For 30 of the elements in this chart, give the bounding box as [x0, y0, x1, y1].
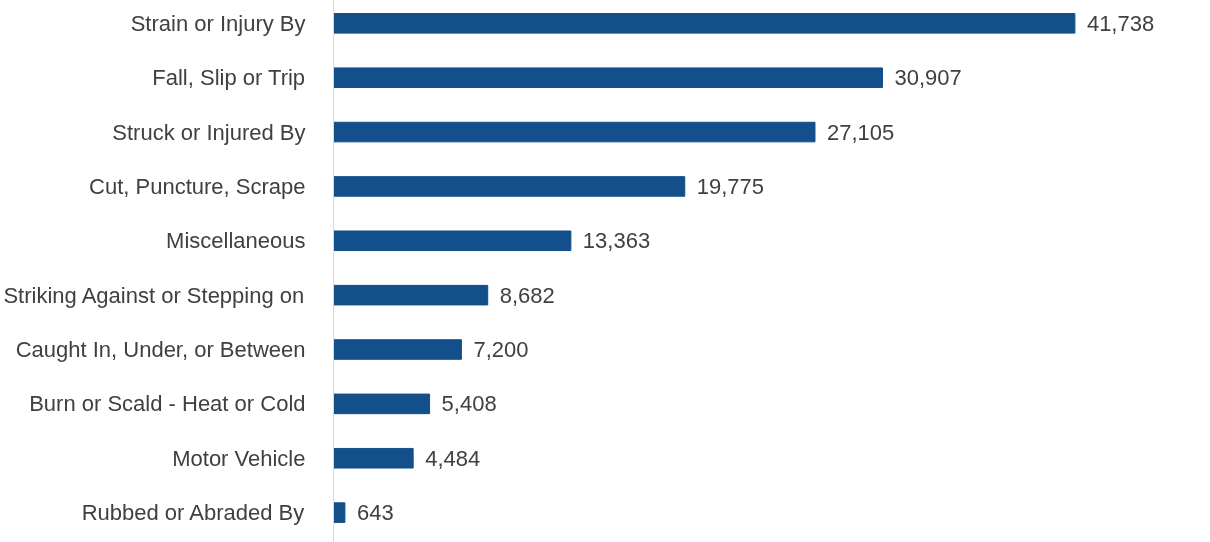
y-tick-label: Miscellaneous: [166, 228, 306, 254]
y-tick-label: Motor Vehicle: [172, 445, 306, 471]
bar: [333, 447, 414, 469]
bar: [333, 230, 572, 252]
y-tick-label: Caught In, Under, or Between: [15, 337, 306, 363]
data-label: 13,363: [582, 228, 651, 254]
data-label: 7,200: [473, 337, 529, 363]
bar: [333, 339, 462, 360]
bar: [333, 13, 1076, 34]
bar: [333, 502, 346, 523]
y-tick-label: Cut, Puncture, Scrape: [89, 173, 306, 199]
y-tick-label: Burn or Scald - Heat or Cold: [29, 391, 306, 417]
bar: [333, 67, 884, 88]
bar: [333, 176, 686, 197]
data-label: 30,907: [894, 65, 962, 91]
data-label: 41,738: [1086, 10, 1155, 36]
data-label: 643: [356, 500, 394, 526]
y-tick-label: Striking Against or Stepping on: [3, 282, 305, 308]
bar: [333, 284, 489, 306]
y-tick-label: Rubbed or Abraded By: [81, 500, 305, 526]
y-tick-label: Fall, Slip or Trip: [152, 65, 306, 91]
data-label: 27,105: [826, 119, 895, 145]
data-label: 8,682: [499, 282, 555, 308]
y-tick-label: Struck or Injured By: [112, 119, 306, 145]
data-label: 4,484: [425, 445, 481, 471]
data-label: 5,408: [441, 391, 497, 417]
y-tick-label: Strain or Injury By: [130, 10, 306, 36]
data-label: 19,775: [696, 173, 765, 199]
bar: [333, 121, 816, 143]
bar: [333, 393, 431, 415]
